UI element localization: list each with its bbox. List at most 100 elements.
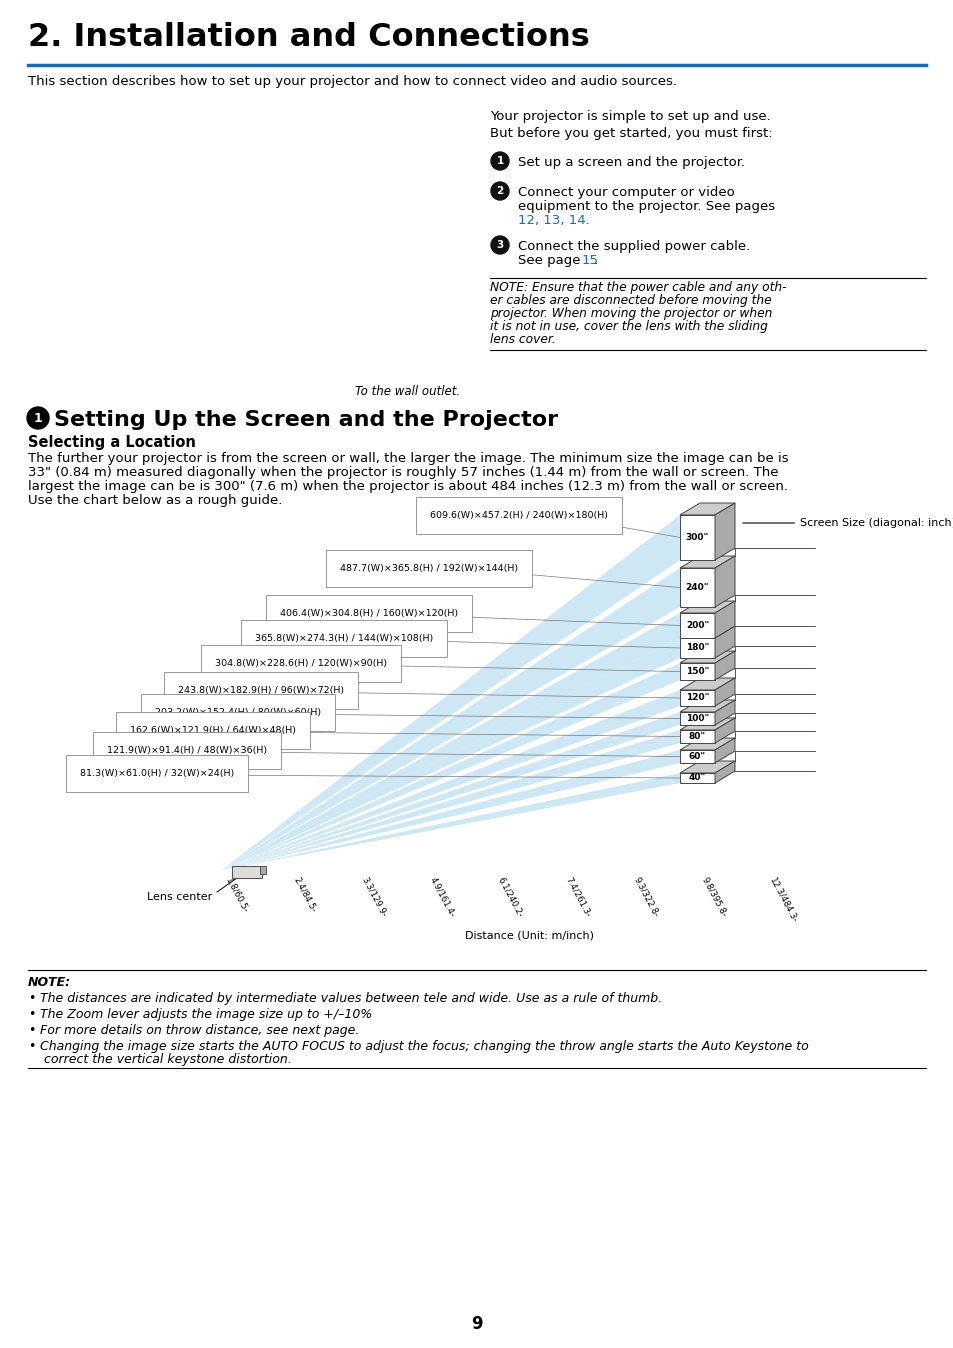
Text: 81.3(W)×61.0(H) / 32(W)×24(H): 81.3(W)×61.0(H) / 32(W)×24(H) bbox=[80, 768, 234, 778]
Polygon shape bbox=[714, 678, 734, 706]
Polygon shape bbox=[679, 700, 734, 712]
Text: Screen Size (diagonal: inch): Screen Size (diagonal: inch) bbox=[742, 518, 953, 528]
Text: 6.1/240.2-: 6.1/240.2- bbox=[496, 875, 524, 918]
Circle shape bbox=[491, 236, 509, 253]
Text: 365.8(W)×274.3(H) / 144(W)×108(H): 365.8(W)×274.3(H) / 144(W)×108(H) bbox=[254, 634, 433, 643]
Polygon shape bbox=[222, 663, 679, 869]
Polygon shape bbox=[679, 718, 734, 731]
Text: 150": 150" bbox=[685, 667, 708, 675]
Text: projector. When moving the projector or when: projector. When moving the projector or … bbox=[490, 307, 772, 319]
Text: 2.4/84.5-: 2.4/84.5- bbox=[292, 875, 318, 914]
Text: 243.8(W)×182.9(H) / 96(W)×72(H): 243.8(W)×182.9(H) / 96(W)×72(H) bbox=[178, 686, 344, 696]
Text: Setting Up the Screen and the Projector: Setting Up the Screen and the Projector bbox=[54, 410, 558, 430]
Polygon shape bbox=[222, 568, 679, 869]
Text: largest the image can be is 300" (7.6 m) when the projector is about 484 inches : largest the image can be is 300" (7.6 m)… bbox=[28, 480, 787, 493]
Bar bbox=[679, 690, 714, 706]
Polygon shape bbox=[679, 503, 734, 515]
Bar bbox=[679, 712, 714, 725]
Polygon shape bbox=[714, 700, 734, 725]
Bar bbox=[679, 515, 714, 559]
Text: er cables are disconnected before moving the: er cables are disconnected before moving… bbox=[490, 294, 771, 307]
Polygon shape bbox=[714, 503, 734, 559]
Circle shape bbox=[27, 407, 49, 429]
Text: 4.9/161.4-: 4.9/161.4- bbox=[428, 875, 456, 918]
Polygon shape bbox=[679, 625, 734, 638]
Bar bbox=[679, 613, 714, 638]
Text: 162.6(W)×121.9(H) / 64(W)×48(H): 162.6(W)×121.9(H) / 64(W)×48(H) bbox=[130, 727, 295, 735]
Text: 3: 3 bbox=[496, 240, 503, 249]
Text: 33" (0.84 m) measured diagonally when the projector is roughly 57 inches (1.44 m: 33" (0.84 m) measured diagonally when th… bbox=[28, 466, 778, 479]
Polygon shape bbox=[679, 678, 734, 690]
Text: 1.8/60.5-: 1.8/60.5- bbox=[224, 875, 250, 914]
Text: 100": 100" bbox=[685, 714, 708, 723]
Text: 9.3/322.8-: 9.3/322.8- bbox=[632, 875, 660, 918]
Text: 12, 13, 14.: 12, 13, 14. bbox=[517, 214, 589, 226]
Polygon shape bbox=[714, 555, 734, 607]
Bar bbox=[679, 731, 714, 743]
Text: .: . bbox=[594, 253, 598, 267]
Polygon shape bbox=[714, 718, 734, 743]
Text: •: • bbox=[28, 1024, 35, 1037]
Text: 487.7(W)×365.8(H) / 192(W)×144(H): 487.7(W)×365.8(H) / 192(W)×144(H) bbox=[339, 563, 517, 573]
Text: 12.3/484.3-: 12.3/484.3- bbox=[767, 875, 799, 923]
Polygon shape bbox=[714, 601, 734, 638]
Text: To the wall outlet.: To the wall outlet. bbox=[355, 386, 459, 398]
Polygon shape bbox=[714, 625, 734, 658]
Text: 40": 40" bbox=[688, 774, 705, 782]
Text: Screen Size (Unit: cm/inch): Screen Size (Unit: cm/inch) bbox=[429, 501, 580, 512]
Text: The further your projector is from the screen or wall, the larger the image. The: The further your projector is from the s… bbox=[28, 452, 788, 465]
Text: For more details on throw distance, see next page.: For more details on throw distance, see … bbox=[40, 1024, 359, 1037]
Circle shape bbox=[491, 182, 509, 200]
Text: 1: 1 bbox=[496, 156, 503, 166]
Bar bbox=[679, 749, 714, 763]
Text: 304.8(W)×228.6(H) / 120(W)×90(H): 304.8(W)×228.6(H) / 120(W)×90(H) bbox=[214, 659, 387, 669]
Text: NOTE: Ensure that the power cable and any oth-: NOTE: Ensure that the power cable and an… bbox=[490, 280, 785, 294]
Text: equipment to the projector. See pages: equipment to the projector. See pages bbox=[517, 200, 774, 213]
Polygon shape bbox=[222, 731, 679, 869]
Polygon shape bbox=[222, 515, 679, 869]
Text: 203.2(W)×152.4(H) / 80(W)×60(H): 203.2(W)×152.4(H) / 80(W)×60(H) bbox=[154, 708, 321, 717]
Text: 609.6(W)×457.2(H) / 240(W)×180(H): 609.6(W)×457.2(H) / 240(W)×180(H) bbox=[430, 511, 607, 520]
Text: 121.9(W)×91.4(H) / 48(W)×36(H): 121.9(W)×91.4(H) / 48(W)×36(H) bbox=[107, 745, 267, 755]
Text: 300": 300" bbox=[685, 532, 708, 542]
Text: Your projector is simple to set up and use.
But before you get started, you must: Your projector is simple to set up and u… bbox=[490, 111, 772, 140]
Polygon shape bbox=[679, 651, 734, 663]
Circle shape bbox=[491, 152, 509, 170]
Text: lens cover.: lens cover. bbox=[490, 333, 555, 346]
Text: Changing the image size starts the AUTO FOCUS to adjust the focus; changing the : Changing the image size starts the AUTO … bbox=[40, 1041, 808, 1053]
Text: 200": 200" bbox=[685, 621, 708, 630]
Text: 60": 60" bbox=[688, 752, 705, 762]
Bar bbox=[679, 638, 714, 658]
Text: 3.3/129.9-: 3.3/129.9- bbox=[359, 875, 388, 918]
Text: See page: See page bbox=[517, 253, 584, 267]
Text: 9: 9 bbox=[471, 1316, 482, 1333]
Text: •: • bbox=[28, 992, 35, 1006]
Text: •: • bbox=[28, 1041, 35, 1053]
Text: This section describes how to set up your projector and how to connect video and: This section describes how to set up you… bbox=[28, 75, 677, 88]
Text: 9.8/395.8-: 9.8/395.8- bbox=[700, 875, 728, 918]
Polygon shape bbox=[222, 690, 679, 869]
Text: •: • bbox=[28, 1008, 35, 1020]
Polygon shape bbox=[222, 638, 679, 869]
Bar bbox=[232, 865, 262, 878]
Polygon shape bbox=[222, 749, 679, 869]
Polygon shape bbox=[222, 712, 679, 869]
Text: Use the chart below as a rough guide.: Use the chart below as a rough guide. bbox=[28, 493, 282, 507]
Bar bbox=[679, 663, 714, 679]
Text: Connect the supplied power cable.: Connect the supplied power cable. bbox=[517, 240, 749, 253]
Text: 80": 80" bbox=[688, 732, 705, 741]
Polygon shape bbox=[222, 772, 679, 869]
Bar bbox=[260, 865, 266, 874]
Text: 2: 2 bbox=[496, 186, 503, 195]
Text: 15: 15 bbox=[581, 253, 598, 267]
Polygon shape bbox=[714, 737, 734, 763]
Text: Distance (Unit: m/inch): Distance (Unit: m/inch) bbox=[465, 930, 594, 940]
Text: 406.4(W)×304.8(H) / 160(W)×120(H): 406.4(W)×304.8(H) / 160(W)×120(H) bbox=[280, 609, 457, 617]
Text: Set up a screen and the projector.: Set up a screen and the projector. bbox=[517, 156, 744, 168]
Bar bbox=[679, 772, 714, 783]
Polygon shape bbox=[679, 555, 734, 568]
Polygon shape bbox=[222, 613, 679, 869]
Polygon shape bbox=[714, 651, 734, 679]
Text: 1: 1 bbox=[33, 411, 42, 425]
Bar bbox=[679, 568, 714, 607]
